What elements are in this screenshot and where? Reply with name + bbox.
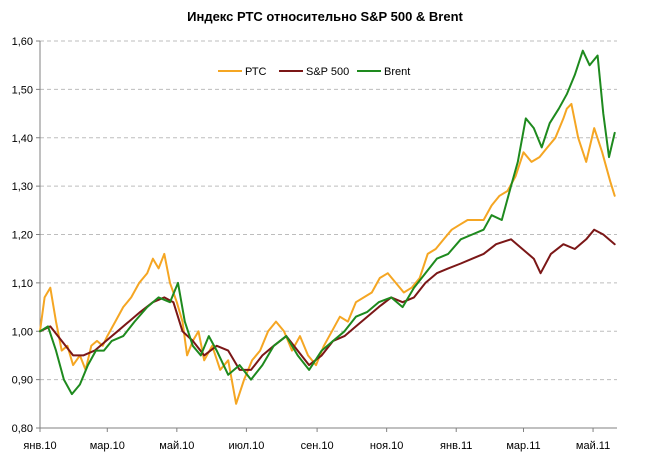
x-tick-label: янв.10	[23, 440, 56, 452]
y-tick-label: 1,00	[12, 326, 33, 338]
y-tick-label: 1,50	[12, 84, 33, 96]
y-tick-labels: 1,60 1,50 1,40 1,30 1,20 1,10 1,00 0,90 0,80	[12, 36, 33, 435]
x-tick-label: янв.11	[440, 440, 472, 452]
x-tick-label: май.11	[576, 440, 610, 452]
y-tick-label: 1,30	[12, 181, 33, 193]
series-line-1	[39, 228, 616, 371]
legend-label: S&P 500	[306, 66, 349, 78]
y-tick-label: 1,10	[12, 278, 33, 290]
y-tick-label: 0,80	[12, 423, 33, 435]
legend-label: РТС	[245, 66, 267, 78]
axes	[36, 40, 617, 432]
x-tick-label: ноя.10	[370, 440, 403, 452]
x-tick-label: июл.10	[228, 440, 264, 452]
series-lines	[39, 49, 616, 405]
chart-title: Индекс РТС относительно S&P 500 & Brent	[187, 9, 463, 24]
x-tick-label: мар.10	[90, 440, 125, 452]
grid-lines	[40, 40, 617, 381]
x-tick-label: сен.10	[301, 440, 334, 452]
y-tick-label: 1,40	[12, 133, 33, 145]
y-tick-label: 1,20	[12, 230, 33, 242]
y-tick-label: 0,90	[12, 375, 33, 387]
series-line-0	[39, 102, 616, 405]
series-line-2	[39, 49, 616, 396]
legend-label: Brent	[384, 66, 410, 78]
legend: РТС S&P 500 Brent	[218, 66, 410, 78]
y-tick-label: 1,60	[12, 36, 33, 48]
x-tick-labels: янв.10 мар.10 май.10 июл.10 сен.10 ноя.10 янв.…	[23, 440, 610, 452]
x-tick-label: май.10	[159, 440, 194, 452]
x-tick-label: мар.11	[506, 440, 540, 452]
